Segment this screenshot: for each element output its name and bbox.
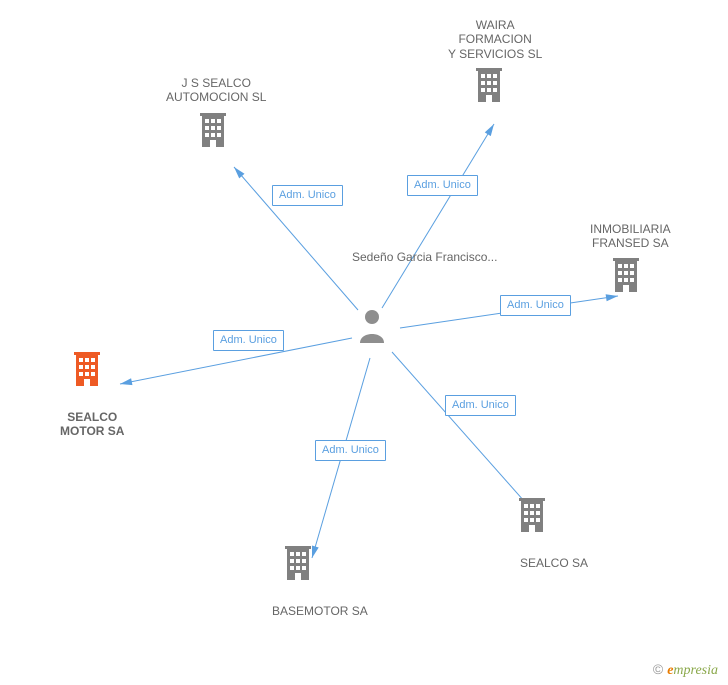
edge-label: Adm. Unico [407, 175, 478, 196]
person-icon [356, 307, 388, 343]
building-icon [71, 352, 103, 388]
node-label: BASEMOTOR SA [272, 604, 368, 618]
edge-label: Adm. Unico [445, 395, 516, 416]
building-icon [473, 68, 505, 104]
node-label: SEALCO MOTOR SA [60, 410, 124, 439]
edge-label: Adm. Unico [315, 440, 386, 461]
node-label: WAIRA FORMACION Y SERVICIOS SL [448, 18, 542, 61]
edge-label: Adm. Unico [272, 185, 343, 206]
brand-rest: mpresia [673, 663, 718, 678]
network-diagram: Adm. Unico Adm. Unico Adm. Unico Adm. Unico… [0, 0, 728, 685]
node-label: SEALCO SA [520, 556, 588, 570]
edge-label: Adm. Unico [500, 295, 571, 316]
building-icon [197, 113, 229, 149]
credit: ©empresia [653, 661, 718, 679]
node-label: J S SEALCO AUTOMOCION SL [166, 76, 266, 105]
node-label: INMOBILIARIA FRANSED SA [590, 222, 671, 251]
copyright-symbol: © [653, 661, 663, 677]
building-icon [282, 546, 314, 582]
building-icon [516, 498, 548, 534]
edge-label: Adm. Unico [213, 330, 284, 351]
building-icon [610, 258, 642, 294]
center-node-label: Sedeño Garcia Francisco... [352, 250, 497, 264]
